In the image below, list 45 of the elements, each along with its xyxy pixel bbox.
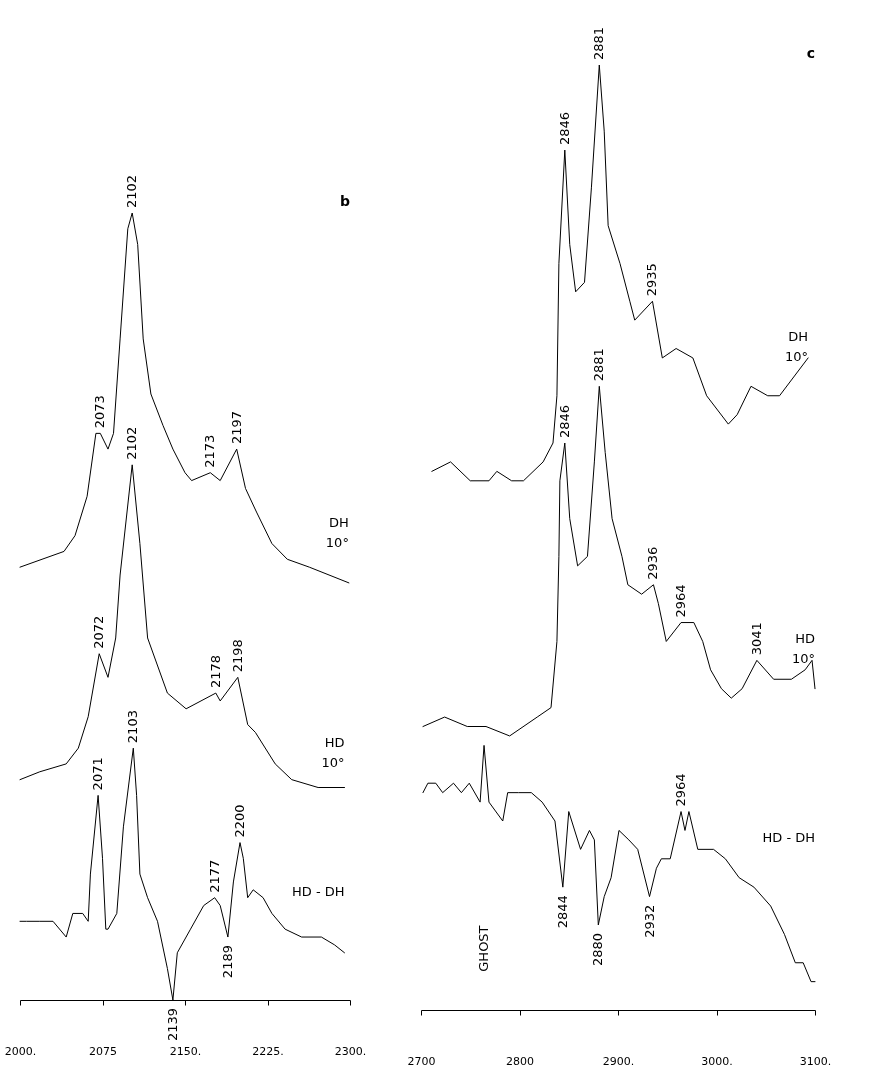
annotation: 2844 <box>554 895 570 929</box>
annotation: 2072 <box>91 615 107 649</box>
annotation: 2846 <box>556 404 572 438</box>
annotation: 2178 <box>207 654 223 689</box>
series-label: DH 10° <box>785 328 809 364</box>
annotation: 2881 <box>591 26 607 60</box>
annotation: GHOST <box>476 925 492 972</box>
annotation: 2846 <box>556 111 572 146</box>
chart-title: b <box>339 193 350 209</box>
chart-title: c <box>806 45 815 61</box>
x-tick-label: 3000. <box>701 1054 733 1068</box>
annotation: 2071 <box>90 757 106 791</box>
x-tick-label: 2225. <box>252 1044 284 1058</box>
x-tick-label: 2700 <box>407 1054 436 1068</box>
x-tick-label: 2150. <box>169 1044 202 1058</box>
annotation: 2200 <box>232 804 247 838</box>
annotation: 2935 <box>644 263 660 297</box>
annotation: 2139 <box>164 1008 180 1042</box>
annotation: 2964 <box>673 584 689 618</box>
annotation: 2936 <box>645 546 661 580</box>
x-tick-label: 3100. <box>799 1054 832 1068</box>
annotation: 2932 <box>641 904 657 938</box>
series-label: HD 10° <box>321 734 345 770</box>
series-label: HD - DH <box>291 884 345 900</box>
annotation: 2881 <box>591 348 607 382</box>
annotation: 2103 <box>125 710 141 744</box>
x-tick-label: 2075 <box>89 1044 117 1058</box>
annotation: 2073 <box>92 395 108 429</box>
series-label: HD 10° <box>791 631 815 667</box>
text: HD - DH <box>762 829 815 845</box>
annotation: 2189 <box>219 945 235 979</box>
annotation: 2198 <box>229 639 245 673</box>
annotation: 2102 <box>124 426 140 460</box>
series-label: DH 10° <box>325 514 349 550</box>
x-tick-label: 2900. <box>602 1054 635 1068</box>
annotation: 2880 <box>590 932 606 967</box>
x-tick-label: 2800 <box>506 1054 534 1068</box>
annotation: 2197 <box>228 411 244 445</box>
annotation: 2173 <box>202 434 218 468</box>
annotation: 2177 <box>206 859 222 893</box>
annotation: 2102 <box>124 174 140 208</box>
x-tick-label: 2300. <box>334 1044 367 1058</box>
annotation: 3041 <box>748 622 764 656</box>
annotation: 2964 <box>673 773 689 807</box>
x-tick-label: 2000. <box>4 1044 37 1058</box>
